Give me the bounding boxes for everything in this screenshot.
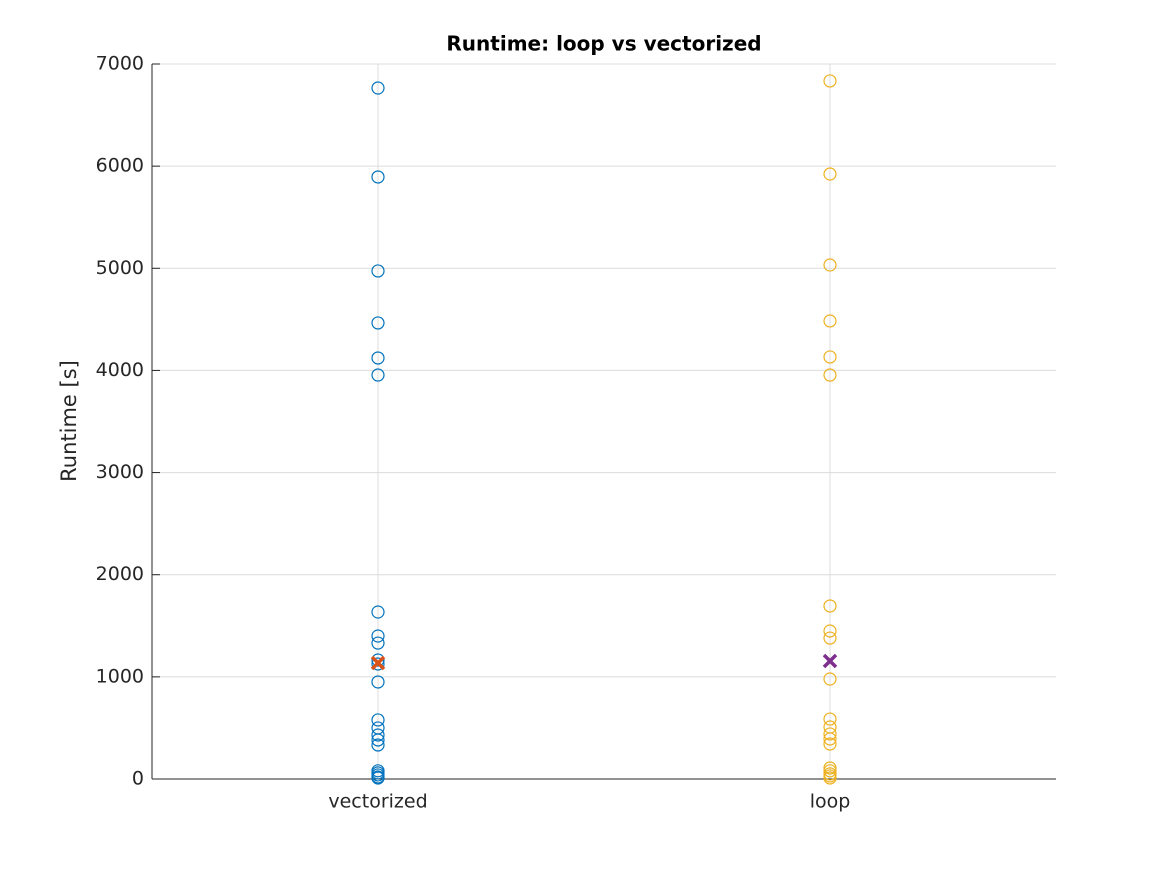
point xyxy=(823,599,837,613)
point xyxy=(371,771,385,785)
point xyxy=(823,727,837,741)
point xyxy=(823,737,837,751)
point xyxy=(371,636,385,650)
y-tick-label: 0 xyxy=(132,768,144,790)
point xyxy=(823,712,837,726)
point xyxy=(371,316,385,330)
point xyxy=(371,605,385,619)
point xyxy=(371,657,385,671)
point xyxy=(823,771,837,785)
y-tick-label: 6000 xyxy=(96,155,144,177)
mean-marker xyxy=(822,653,838,669)
mean-marker xyxy=(370,655,386,671)
y-tick-label: 7000 xyxy=(96,53,144,75)
point xyxy=(371,675,385,689)
chart-title: Runtime: loop vs vectorized xyxy=(446,32,761,56)
point xyxy=(371,351,385,365)
point xyxy=(371,728,385,742)
y-tick-label: 4000 xyxy=(96,359,144,381)
y-tick-label: 5000 xyxy=(96,257,144,279)
point xyxy=(371,733,385,747)
point xyxy=(371,629,385,643)
point xyxy=(371,738,385,752)
y-axis-label: Runtime [s] xyxy=(57,360,81,482)
point xyxy=(823,631,837,645)
point xyxy=(823,167,837,181)
point xyxy=(823,314,837,328)
point xyxy=(371,653,385,667)
x-tick-label: vectorized xyxy=(328,791,427,813)
point xyxy=(823,74,837,88)
point xyxy=(823,624,837,638)
point xyxy=(823,761,837,775)
point xyxy=(823,764,837,778)
y-tick-label: 2000 xyxy=(96,563,144,585)
point xyxy=(823,368,837,382)
point xyxy=(371,81,385,95)
point xyxy=(823,258,837,272)
point xyxy=(371,264,385,278)
point xyxy=(823,672,837,686)
y-tick-label: 1000 xyxy=(96,665,144,687)
point xyxy=(371,368,385,382)
point xyxy=(823,732,837,746)
point xyxy=(823,350,837,364)
y-tick-label: 3000 xyxy=(96,461,144,483)
x-tick-label: loop xyxy=(810,791,851,813)
point xyxy=(371,170,385,184)
point xyxy=(371,713,385,727)
